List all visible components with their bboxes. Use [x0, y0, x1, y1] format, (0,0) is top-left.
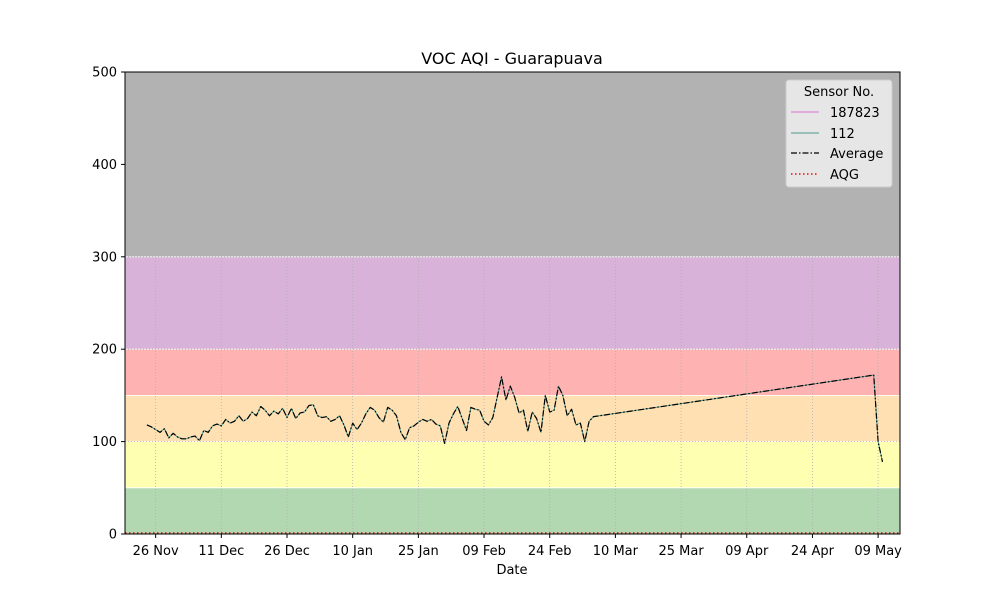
x-tick-label-1: 11 Dec: [198, 544, 244, 559]
x-tick-label-2: 26 Dec: [264, 544, 310, 559]
legend-label-average: Average: [830, 147, 883, 162]
x-tick-label-9: 09 Apr: [725, 544, 769, 559]
legend: Sensor No. 187823 112 Average AQG: [785, 79, 893, 188]
x-tick-label-4: 25 Jan: [398, 544, 439, 559]
y-tick-label-1: 100: [92, 435, 117, 450]
x-tick-label-6: 24 Feb: [528, 544, 572, 559]
y-axis: 0 100 200 300 400 500: [92, 66, 125, 543]
x-tick-label-11: 09 May: [854, 544, 902, 559]
series-lines: [146, 374, 884, 463]
legend-box: [785, 79, 893, 188]
aqi-band-2: [125, 395, 900, 442]
y-tick-label-3: 300: [92, 250, 117, 265]
y-tick-label-4: 400: [92, 158, 117, 173]
aqi-band-0: [125, 487, 900, 534]
x-axis: 26 Nov 11 Dec 26 Dec 10 Jan 25 Jan 09 Feb 24 F…: [133, 534, 902, 559]
legend-label-aqg: AQG: [830, 168, 859, 183]
x-tick-label-10: 24 Apr: [791, 544, 835, 559]
x-tick-label-8: 25 Mar: [658, 544, 704, 559]
legend-title: Sensor No.: [804, 85, 874, 100]
aqi-band-1: [125, 441, 900, 488]
x-tick-label-3: 10 Jan: [332, 544, 373, 559]
legend-label-112: 112: [830, 127, 855, 142]
y-tick-label-2: 200: [92, 343, 117, 358]
y-tick-label-5: 500: [92, 66, 117, 81]
aqi-band-3: [125, 349, 900, 396]
aqi-band-4: [125, 256, 900, 350]
plot-frame: [124, 71, 901, 535]
x-tick-label-7: 10 Mar: [593, 544, 639, 559]
y-tick-label-0: 0: [109, 528, 117, 543]
chart-title: VOC AQI - Guarapuava: [421, 49, 603, 68]
aqi-bands: [125, 72, 900, 534]
legend-label-187823: 187823: [830, 106, 880, 121]
series-line-average: [146, 374, 884, 463]
x-axis-label: Date: [496, 563, 527, 578]
x-tick-label-0: 26 Nov: [133, 544, 179, 559]
x-tick-label-5: 09 Feb: [462, 544, 506, 559]
